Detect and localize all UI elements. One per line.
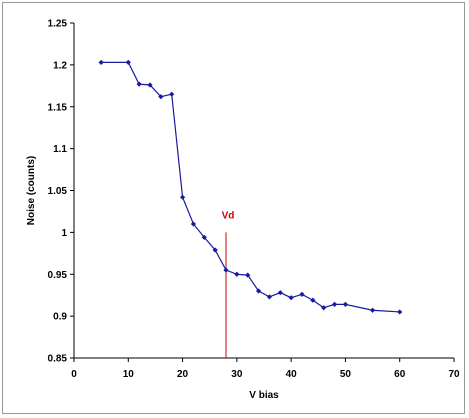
data-point: [169, 91, 175, 97]
data-series: [98, 59, 403, 315]
data-point: [342, 301, 349, 307]
y-tick-label: 1.2: [53, 60, 67, 71]
y-tick-label: 1: [61, 228, 67, 239]
data-point: [125, 59, 131, 65]
x-tick-label: 0: [71, 369, 77, 380]
axes: [73, 23, 454, 359]
y-tick-label: 1.05: [48, 186, 68, 197]
data-point: [147, 82, 153, 88]
x-tick-label: 10: [123, 369, 135, 380]
data-point: [190, 221, 197, 227]
vd-marker-label: Vd: [222, 210, 235, 221]
x-tick-label: 40: [286, 369, 298, 380]
data-point: [331, 301, 338, 307]
data-point: [179, 194, 186, 200]
y-tick-label: 0.95: [48, 270, 68, 281]
x-tick-label: 50: [340, 369, 352, 380]
x-tick-label: 30: [231, 369, 243, 380]
data-point: [310, 297, 316, 303]
data-point: [369, 307, 376, 313]
y-tick-label: 0.85: [48, 354, 68, 365]
data-point: [234, 271, 240, 277]
x-tick-label: 70: [448, 369, 460, 380]
data-point: [321, 305, 327, 311]
annotation-layer: Vd: [222, 210, 235, 358]
data-point: [223, 267, 229, 273]
data-point: [212, 247, 218, 253]
data-point: [201, 234, 207, 240]
series-line: [101, 61, 400, 313]
data-point: [266, 294, 273, 300]
data-point: [98, 59, 104, 65]
chart-frame: [2, 2, 465, 414]
y-tick-label: 1.1: [53, 144, 67, 155]
y-tick-label: 1.25: [48, 19, 68, 30]
data-point: [277, 290, 283, 296]
data-point: [136, 81, 142, 87]
y-tick-label: 0.9: [53, 312, 67, 323]
data-point: [158, 94, 164, 100]
x-tick-label: 60: [394, 369, 406, 380]
data-point: [288, 295, 294, 301]
data-point: [299, 291, 305, 297]
data-point: [255, 288, 262, 294]
y-tick-label: 1.15: [48, 102, 68, 113]
data-point: [245, 272, 251, 278]
axis-ticks: 0.85 0.9 0.95 1 1.05 1.1 1.15 1.2 1.25 0 10 20 30 40 5…: [48, 19, 460, 381]
x-tick-label: 20: [177, 369, 189, 380]
y-axis-title: Noise (counts): [26, 156, 37, 225]
x-axis-title: V bias: [249, 390, 279, 401]
data-point: [397, 309, 403, 315]
